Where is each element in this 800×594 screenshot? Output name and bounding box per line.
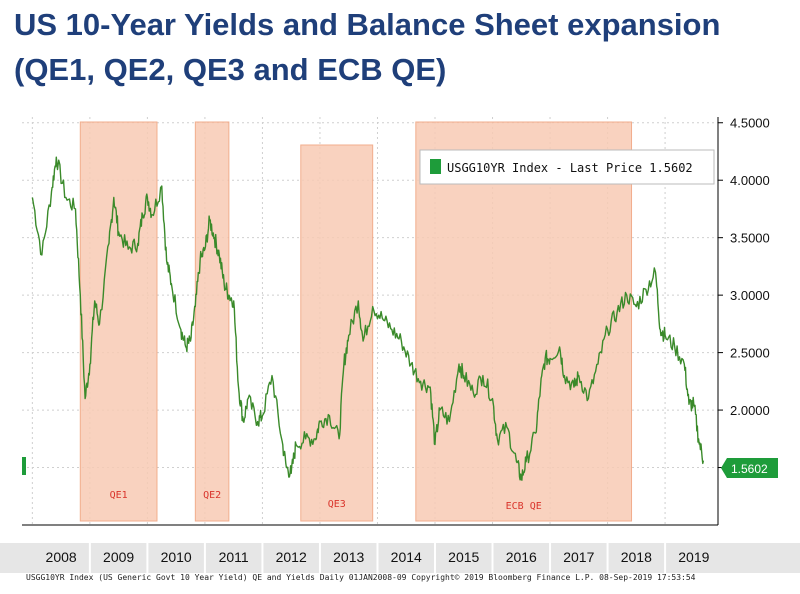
y-tick-label: 2.0000: [730, 403, 770, 418]
last-price-marker: [721, 458, 778, 478]
legend-swatch: [430, 159, 441, 174]
series-line-usgg10yr: [31, 156, 705, 481]
title-line-2: (QE1, QE2, QE3 and ECB QE): [14, 52, 447, 87]
band-label: QE3: [328, 499, 346, 510]
x-tick-label: 2014: [391, 549, 422, 565]
band-qe3: [300, 144, 374, 522]
y-tick-label: 2.5000: [730, 346, 770, 361]
legend: USGG10YR Index - Last Price 1.5602: [419, 149, 715, 185]
x-tick-label: 2015: [448, 549, 479, 565]
x-axis-band: [0, 543, 800, 573]
legend-box: [419, 149, 715, 185]
x-tick-label: 2011: [219, 549, 249, 565]
footer-caption: USGG10YR Index (US Generic Govt 10 Year …: [26, 573, 696, 582]
x-tick-label: 2010: [161, 549, 192, 565]
x-tick-label: 2017: [563, 549, 594, 565]
x-tick-label: 2019: [678, 549, 709, 565]
x-tick-label: 2018: [621, 549, 652, 565]
band-ecb-qe: [415, 121, 633, 522]
band-label: ECB QE: [506, 501, 542, 512]
y-tick-label: 3.5000: [730, 231, 770, 246]
x-tick-label: 2009: [103, 549, 134, 565]
slide-title: US 10-Year Yields and Balance Sheet expa…: [14, 2, 794, 92]
title-line-1: US 10-Year Yields and Balance Sheet expa…: [14, 7, 721, 42]
x-tick-label: 2013: [333, 549, 364, 565]
y-tick-label: 4.5000: [730, 116, 770, 131]
band-qe1: [79, 121, 158, 522]
band-qe2: [194, 121, 230, 522]
x-axis: 2008 2009 2010 2011 2012 2013 2014 2015 2016 2017…: [46, 543, 710, 573]
x-tick-label: 2016: [506, 549, 537, 565]
x-tick-label: 2012: [276, 549, 307, 565]
band-label: QE1: [110, 490, 128, 501]
left-price-marker: [22, 457, 26, 475]
y-tick-label: 4.0000: [730, 173, 770, 188]
x-tick-label: 2008: [46, 549, 77, 565]
band-label: QE2: [203, 490, 221, 501]
y-axis: 4.50004.00003.50003.00002.50002.00001.50…: [718, 116, 770, 476]
last-price-tag: 1.5602: [721, 458, 778, 478]
legend-entry: USGG10YR Index - Last Price 1.5602: [447, 161, 693, 175]
last-price-label: 1.5602: [731, 462, 768, 476]
y-tick-label: 3.0000: [730, 288, 770, 303]
